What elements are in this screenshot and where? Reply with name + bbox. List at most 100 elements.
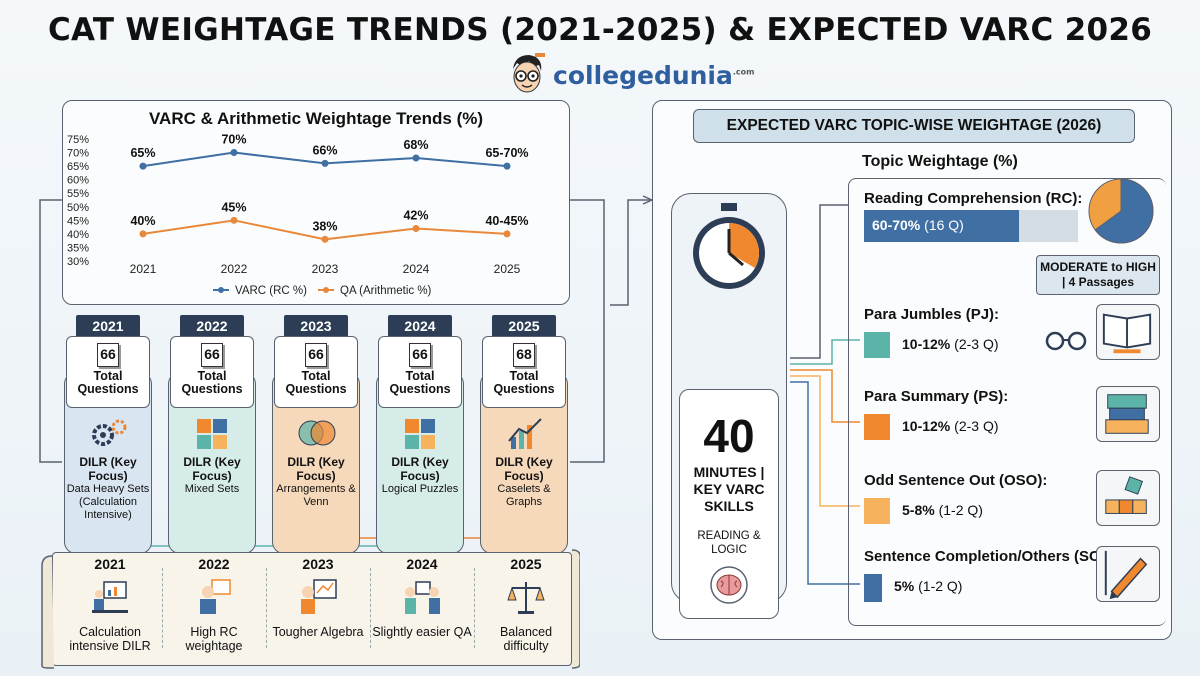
total-questions-box: 66 Total Questions xyxy=(378,336,462,408)
year-tab: 2021 xyxy=(76,315,140,337)
puzzle-icon xyxy=(197,419,227,449)
key-focus-label: DILR (Key Focus) xyxy=(495,455,553,483)
book-icon xyxy=(1102,313,1152,354)
topic-icon-tile xyxy=(1096,470,1160,526)
brain-icon xyxy=(710,566,748,604)
timeline-year: 2022 xyxy=(198,556,230,572)
skills-label: READING & LOGIC xyxy=(697,530,761,556)
data-label: 70% xyxy=(221,133,246,147)
timeline-year: 2024 xyxy=(406,556,438,572)
question-count: 66 xyxy=(97,343,119,367)
total-questions-label: Total Questions xyxy=(77,369,139,396)
data-point xyxy=(139,230,147,238)
y-tick-label: 50% xyxy=(67,202,89,214)
timeline-text: Slightly easier QA xyxy=(372,625,472,639)
focus-description: Logical Puzzles xyxy=(381,483,459,495)
brand-name: collegedunia.com xyxy=(553,60,755,90)
data-point xyxy=(503,230,511,238)
topic-label: Odd Sentence Out (OSO): xyxy=(864,472,1048,489)
pencil-icon xyxy=(1104,550,1148,600)
data-point xyxy=(321,159,329,167)
y-tick-label: 60% xyxy=(67,175,89,187)
minutes-label: MINUTES | KEY VARC SKILLS xyxy=(693,464,765,514)
data-point xyxy=(230,149,238,157)
stopwatch-icon xyxy=(693,203,765,289)
timeline-divider xyxy=(266,568,267,648)
total-questions-box: 66 Total Questions xyxy=(274,336,358,408)
puzzle-icon xyxy=(405,419,435,449)
desk-chart-icon xyxy=(92,581,128,613)
reader-icon xyxy=(200,579,231,614)
data-label: 68% xyxy=(403,138,428,152)
timeline-text: Balanced difficulty xyxy=(499,625,553,653)
pie-icon xyxy=(1088,178,1154,244)
timeline-text: Calculation intensive DILR xyxy=(69,625,151,653)
year-tab: 2023 xyxy=(284,315,348,337)
data-label: 38% xyxy=(312,219,337,233)
total-questions-box: 66 Total Questions xyxy=(66,336,150,408)
timeline-divider xyxy=(370,568,371,648)
legend-marker xyxy=(218,287,224,293)
mascot-icon xyxy=(513,53,545,93)
x-tick-label: 2025 xyxy=(494,262,521,276)
focus-description: Mixed Sets xyxy=(184,483,240,495)
y-tick-label: 55% xyxy=(67,188,89,200)
trend-chart-panel: VARC & Arithmetic Weightage Trends (%) 3… xyxy=(62,100,570,305)
brand-logo: collegedunia.com xyxy=(505,50,755,100)
y-tick-label: 70% xyxy=(67,148,89,160)
topic-value: 5% (1-2 Q) xyxy=(894,578,963,594)
scales-icon xyxy=(507,582,545,614)
topic-value: 10-12% (2-3 Q) xyxy=(902,418,999,434)
total-questions-box: 68 Total Questions xyxy=(482,336,566,408)
topic-label: Para Summary (PS): xyxy=(864,388,1009,405)
blocks-icon xyxy=(1105,476,1147,514)
topic-weightage-title: Topic Weightage (%) xyxy=(862,153,1018,170)
page-title: CAT WEIGHTAGE TRENDS (2021-2025) & EXPEC… xyxy=(47,12,1153,48)
legend-label: QA (Arithmetic %) xyxy=(340,285,432,297)
gears-icon xyxy=(92,419,127,446)
topic-swatch xyxy=(864,574,882,602)
focus-description: Data Heavy Sets (Calculation Intensive) xyxy=(66,483,150,521)
x-tick-label: 2021 xyxy=(130,262,157,276)
legend-marker xyxy=(323,287,329,293)
topic-swatch xyxy=(864,332,890,358)
topic-label: Para Jumbles (PJ): xyxy=(864,306,1000,323)
key-focus-label: DILR (Key Focus) xyxy=(391,455,449,483)
focus-description: Caselets & Graphs xyxy=(497,483,551,508)
discussion-icon xyxy=(405,581,440,614)
bar-fill xyxy=(864,210,1019,242)
minutes-value: 40 xyxy=(703,410,755,462)
x-tick-label: 2023 xyxy=(312,262,339,276)
data-label: 40-45% xyxy=(485,214,528,228)
y-tick-label: 75% xyxy=(67,134,89,146)
topic-swatch xyxy=(864,414,890,440)
topic-swatch xyxy=(864,498,890,524)
y-tick-label: 30% xyxy=(67,256,89,268)
graph-icon xyxy=(508,418,542,449)
timeline-year: 2023 xyxy=(302,556,334,572)
timeline-divider xyxy=(474,568,475,648)
data-label: 66% xyxy=(312,143,337,157)
total-questions-label: Total Questions xyxy=(389,369,451,396)
total-questions-label: Total Questions xyxy=(285,369,347,396)
data-point xyxy=(412,154,420,162)
year-tab: 2024 xyxy=(388,315,452,337)
data-point xyxy=(139,162,147,170)
books-icon xyxy=(1105,394,1149,434)
data-label: 65% xyxy=(130,146,155,160)
year-tab: 2025 xyxy=(492,315,556,337)
question-count: 68 xyxy=(513,343,535,367)
total-questions-box: 66 Total Questions xyxy=(170,336,254,408)
data-label: 42% xyxy=(403,208,428,222)
focus-description: Arrangements & Venn xyxy=(276,483,356,508)
data-point xyxy=(230,216,238,224)
timeline-divider xyxy=(162,568,163,648)
timeline-text: High RC weightage xyxy=(185,625,243,653)
topic-value: 10-12% (2-3 Q) xyxy=(902,336,999,352)
timeline-text: Tougher Algebra xyxy=(272,625,364,639)
x-tick-label: 2022 xyxy=(221,262,248,276)
data-label: 45% xyxy=(221,200,246,214)
timeline-item: 2025 Balanced difficulty xyxy=(476,556,576,653)
chart-title: VARC & Arithmetic Weightage Trends (%) xyxy=(148,109,484,128)
